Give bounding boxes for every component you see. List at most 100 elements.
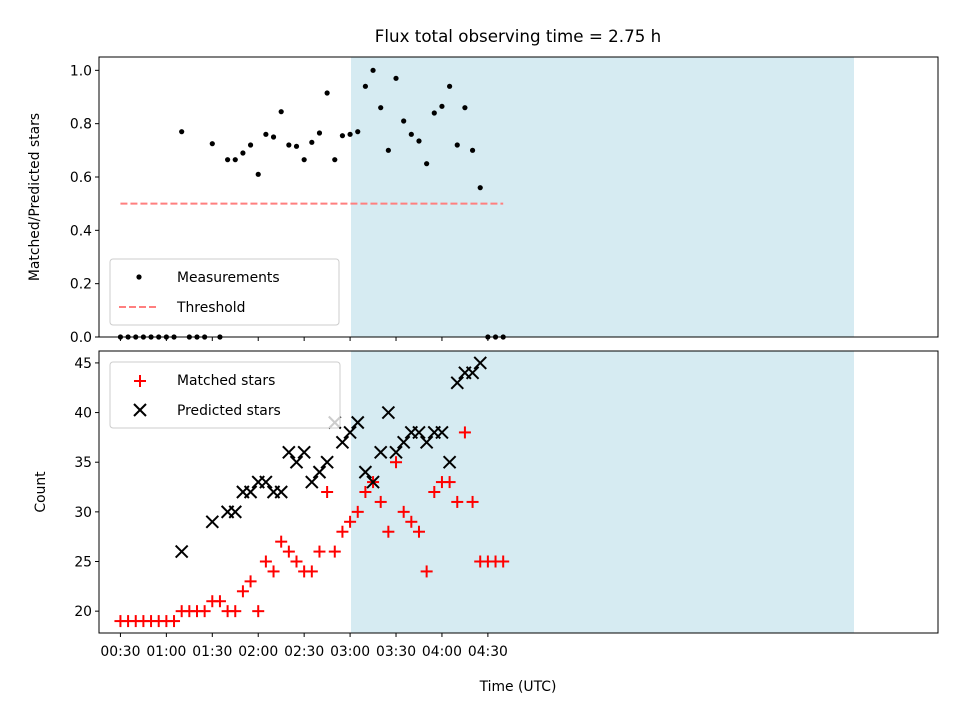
predicted-star-point	[419, 435, 434, 450]
matched-star-point	[229, 605, 242, 618]
measurement-point	[263, 131, 269, 137]
measurement-point	[462, 105, 468, 111]
measurement-point	[355, 129, 361, 135]
predicted-star-point	[396, 435, 411, 450]
y-tick-label: 0.4	[70, 223, 92, 239]
ratio-panel-frame	[98, 56, 939, 338]
measurement-point	[385, 147, 391, 153]
matched-star-point	[420, 565, 433, 578]
measurement-point	[301, 157, 307, 163]
measurement-point	[270, 134, 277, 140]
matched-star-point	[168, 615, 181, 628]
predicted-star-point	[335, 435, 350, 450]
count-panel: 20 25 30 35 40 45 00:30 01:00 01:30 02:00 02:30 03…	[33, 350, 939, 695]
count-y-axis-label: Count	[33, 471, 49, 513]
matched-star-point	[313, 545, 326, 558]
legend-predicted-marker	[133, 403, 147, 417]
matched-star-point	[336, 525, 349, 538]
count-legend-box	[109, 361, 341, 429]
measurement-point	[247, 142, 254, 148]
predicted-star-point	[228, 505, 242, 519]
matched-star-point	[236, 585, 249, 598]
predicted-star-point	[358, 465, 373, 479]
measurement-point	[416, 138, 422, 144]
count-points	[114, 356, 510, 628]
measurement-point	[179, 129, 185, 135]
predicted-star-point	[305, 475, 319, 489]
predicted-star-point	[259, 475, 273, 489]
ratio-y-axis-label: Matched/Predicted stars	[27, 113, 43, 281]
matched-star-point	[275, 535, 288, 548]
y-tick-label: 30	[74, 505, 92, 521]
measurement-point	[454, 142, 460, 148]
measurement-point	[225, 157, 231, 163]
measurement-point	[293, 143, 300, 149]
measurement-point	[240, 150, 246, 156]
measurement-point	[209, 141, 215, 147]
y-tick-label: 0.2	[70, 277, 92, 293]
measurement-point	[370, 67, 376, 73]
matched-star-point	[290, 555, 303, 568]
measurement-point	[424, 161, 430, 167]
matched-star-point	[213, 595, 226, 608]
matched-star-point	[282, 545, 295, 558]
predicted-star-point	[389, 445, 403, 459]
matched-star-point	[443, 476, 456, 489]
legend-matched-label: Matched stars	[177, 373, 275, 389]
measurement-point	[232, 157, 238, 163]
matched-star-point	[198, 605, 211, 618]
legend-measurements-marker	[136, 274, 142, 280]
matched-star-point	[451, 495, 464, 508]
y-tick-label: 25	[74, 555, 92, 571]
count-x-ticks: 00:30 01:00 01:30 02:00 02:30 03:00 03:30 04:00…	[100, 633, 508, 660]
x-tick-label: 01:30	[192, 644, 232, 660]
legend-matched-marker	[134, 375, 146, 387]
y-tick-label: 45	[74, 356, 92, 372]
count-panel-frame	[98, 350, 939, 634]
legend-threshold-label: Threshold	[176, 300, 245, 316]
predicted-star-point	[465, 366, 480, 380]
predicted-star-point	[320, 455, 334, 469]
predicted-star-point	[442, 455, 457, 469]
ratio-y-ticks: 0.0 0.2 0.4 0.6 0.8 1.0	[70, 63, 99, 346]
x-tick-label: 02:30	[284, 644, 324, 660]
x-tick-label: 00:30	[100, 644, 140, 660]
predicted-star-point	[473, 356, 487, 370]
predicted-star-point	[412, 425, 426, 440]
measurement-point	[431, 110, 437, 116]
ratio-panel: 0.0 0.2 0.4 0.6 0.8 1.0 Flux total observing …	[27, 26, 939, 346]
matched-star-point	[244, 575, 257, 588]
predicted-star-point	[351, 415, 365, 430]
matched-star-point	[405, 515, 418, 528]
legend-measurements-label: Measurements	[177, 270, 280, 286]
predicted-star-point	[381, 405, 396, 420]
matched-star-point	[359, 486, 372, 498]
count-legend: Matched stars Predicted stars	[109, 361, 341, 429]
matched-star-point	[412, 525, 425, 538]
predicted-star-point	[174, 544, 189, 559]
matched-star-point	[497, 555, 510, 568]
predicted-star-point	[450, 376, 464, 390]
measurement-point	[447, 83, 453, 89]
y-tick-label: 0.8	[70, 117, 92, 133]
x-tick-label: 02:00	[238, 644, 278, 660]
matched-star-point	[344, 515, 357, 528]
measurement-point	[393, 75, 399, 81]
y-tick-label: 40	[74, 406, 92, 422]
x-tick-label: 03:00	[330, 644, 370, 660]
measurement-point	[469, 147, 476, 153]
ratio-legend-box	[109, 258, 340, 326]
x-tick-label: 04:00	[422, 644, 462, 660]
x-tick-label: 01:00	[146, 644, 186, 660]
x-tick-label: 04:30	[468, 644, 508, 660]
predicted-star-point	[297, 445, 311, 459]
y-tick-label: 1.0	[70, 63, 92, 79]
matched-star-point	[267, 565, 280, 578]
ratio-legend: Measurements Threshold	[109, 258, 340, 326]
y-tick-label: 0.6	[70, 170, 92, 186]
predicted-star-point	[374, 445, 388, 459]
x-axis-label: Time (UTC)	[479, 679, 557, 695]
matched-star-point	[374, 495, 387, 508]
matched-star-point	[397, 505, 410, 518]
y-tick-label: 20	[74, 604, 92, 620]
